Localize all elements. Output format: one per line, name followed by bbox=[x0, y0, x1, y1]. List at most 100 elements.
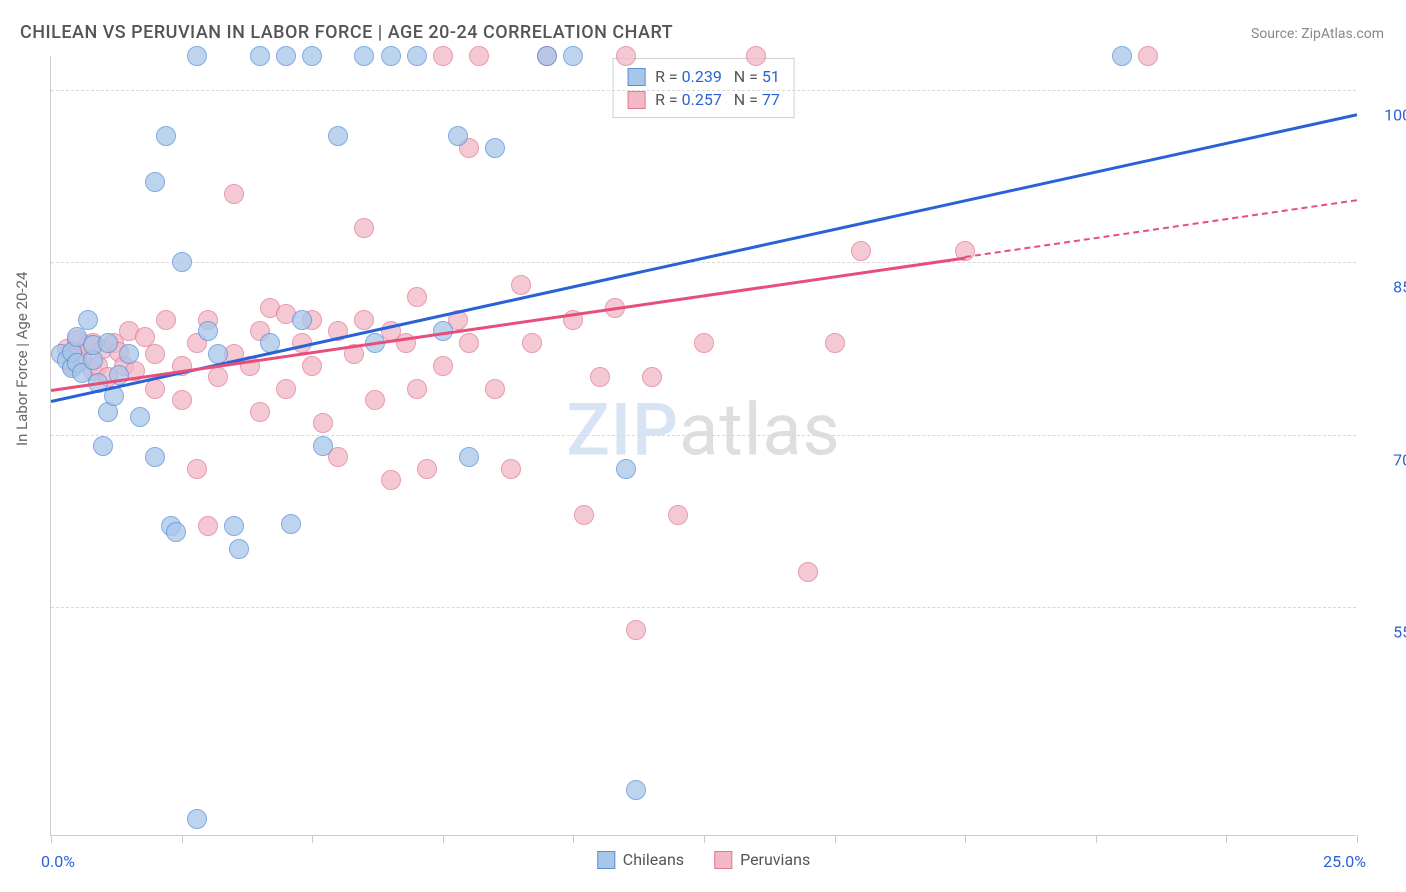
legend-label-chilean: Chileans bbox=[623, 850, 684, 869]
data-point-peruvian bbox=[198, 516, 218, 536]
regression-line-peruvian bbox=[51, 256, 966, 391]
data-point-peruvian bbox=[276, 379, 296, 399]
stats-legend-box: R = 0.239 N = 51 R = 0.257 N = 77 bbox=[612, 58, 795, 118]
gridline bbox=[51, 607, 1356, 608]
data-point-chilean bbox=[98, 333, 118, 353]
data-point-peruvian bbox=[156, 310, 176, 330]
x-tick bbox=[1096, 835, 1097, 843]
data-point-chilean bbox=[93, 436, 113, 456]
x-tick bbox=[835, 835, 836, 843]
data-point-chilean bbox=[250, 46, 270, 66]
x-axis-max-label: 25.0% bbox=[1323, 852, 1366, 871]
data-point-peruvian bbox=[354, 218, 374, 238]
data-point-peruvian bbox=[798, 562, 818, 582]
data-point-chilean bbox=[292, 310, 312, 330]
data-point-chilean bbox=[354, 46, 374, 66]
data-point-chilean bbox=[187, 46, 207, 66]
y-tick-label: 70.0% bbox=[1366, 450, 1406, 469]
data-point-peruvian bbox=[407, 287, 427, 307]
legend-swatch-peruvian bbox=[714, 851, 732, 869]
data-point-peruvian bbox=[626, 620, 646, 640]
data-point-chilean bbox=[313, 436, 333, 456]
data-point-chilean bbox=[448, 126, 468, 146]
data-point-peruvian bbox=[145, 379, 165, 399]
legend-swatch-chilean bbox=[627, 68, 645, 86]
y-tick-label: 55.0% bbox=[1366, 622, 1406, 641]
regression-line-peruvian-extrap bbox=[965, 199, 1357, 258]
chart-title: CHILEAN VS PERUVIAN IN LABOR FORCE | AGE… bbox=[20, 22, 673, 43]
data-point-peruvian bbox=[459, 333, 479, 353]
data-point-chilean bbox=[224, 516, 244, 536]
data-point-peruvian bbox=[485, 379, 505, 399]
data-point-chilean bbox=[229, 539, 249, 559]
x-tick bbox=[51, 835, 52, 843]
data-point-peruvian bbox=[381, 470, 401, 490]
x-tick bbox=[1226, 835, 1227, 843]
legend-swatch-peruvian bbox=[627, 91, 645, 109]
stats-row-peruvian: R = 0.257 N = 77 bbox=[627, 88, 780, 111]
data-point-chilean bbox=[328, 126, 348, 146]
x-tick bbox=[312, 835, 313, 843]
gridline bbox=[51, 435, 1356, 436]
gridline bbox=[51, 262, 1356, 263]
data-point-peruvian bbox=[616, 46, 636, 66]
data-point-chilean bbox=[302, 46, 322, 66]
data-point-peruvian bbox=[433, 46, 453, 66]
data-point-chilean bbox=[130, 407, 150, 427]
data-point-peruvian bbox=[187, 459, 207, 479]
data-point-chilean bbox=[1112, 46, 1132, 66]
data-point-peruvian bbox=[642, 367, 662, 387]
gridline bbox=[51, 90, 1356, 91]
data-point-peruvian bbox=[407, 379, 427, 399]
data-point-peruvian bbox=[522, 333, 542, 353]
data-point-chilean bbox=[407, 46, 427, 66]
stats-text-peruvian: R = 0.257 N = 77 bbox=[655, 90, 780, 109]
data-point-peruvian bbox=[825, 333, 845, 353]
data-point-peruvian bbox=[501, 459, 521, 479]
legend-item-chilean: Chileans bbox=[597, 850, 684, 869]
x-axis-min-label: 0.0% bbox=[41, 852, 75, 871]
data-point-peruvian bbox=[469, 46, 489, 66]
data-point-peruvian bbox=[250, 402, 270, 422]
data-point-chilean bbox=[485, 138, 505, 158]
data-point-chilean bbox=[459, 447, 479, 467]
data-point-chilean bbox=[563, 46, 583, 66]
watermark: ZIPatlas bbox=[566, 387, 840, 472]
data-point-peruvian bbox=[746, 46, 766, 66]
data-point-peruvian bbox=[313, 413, 333, 433]
data-point-peruvian bbox=[574, 505, 594, 525]
data-point-chilean bbox=[156, 126, 176, 146]
data-point-chilean bbox=[198, 321, 218, 341]
data-point-chilean bbox=[172, 252, 192, 272]
data-point-chilean bbox=[187, 809, 207, 829]
data-point-peruvian bbox=[433, 356, 453, 376]
data-point-chilean bbox=[166, 522, 186, 542]
data-point-peruvian bbox=[145, 344, 165, 364]
legend-swatch-chilean bbox=[597, 851, 615, 869]
y-tick-label: 100.0% bbox=[1366, 106, 1406, 125]
data-point-peruvian bbox=[1138, 46, 1158, 66]
data-point-peruvian bbox=[851, 241, 871, 261]
data-point-peruvian bbox=[172, 390, 192, 410]
legend-item-peruvian: Peruvians bbox=[714, 850, 810, 869]
data-point-chilean bbox=[626, 780, 646, 800]
series-legend: Chileans Peruvians bbox=[597, 850, 810, 869]
source-attribution: Source: ZipAtlas.com bbox=[1251, 26, 1384, 42]
data-point-peruvian bbox=[511, 275, 531, 295]
stats-text-chilean: R = 0.239 N = 51 bbox=[655, 67, 780, 86]
data-point-chilean bbox=[381, 46, 401, 66]
data-point-chilean bbox=[616, 459, 636, 479]
x-tick bbox=[965, 835, 966, 843]
y-axis-title: In Labor Force | Age 20-24 bbox=[13, 272, 31, 446]
stats-row-chilean: R = 0.239 N = 51 bbox=[627, 65, 780, 88]
x-tick bbox=[573, 835, 574, 843]
data-point-chilean bbox=[119, 344, 139, 364]
data-point-peruvian bbox=[302, 356, 322, 376]
data-point-peruvian bbox=[590, 367, 610, 387]
legend-label-peruvian: Peruvians bbox=[740, 850, 810, 869]
data-point-peruvian bbox=[208, 367, 228, 387]
data-point-peruvian bbox=[224, 184, 244, 204]
x-tick bbox=[704, 835, 705, 843]
data-point-chilean bbox=[145, 172, 165, 192]
x-tick bbox=[443, 835, 444, 843]
